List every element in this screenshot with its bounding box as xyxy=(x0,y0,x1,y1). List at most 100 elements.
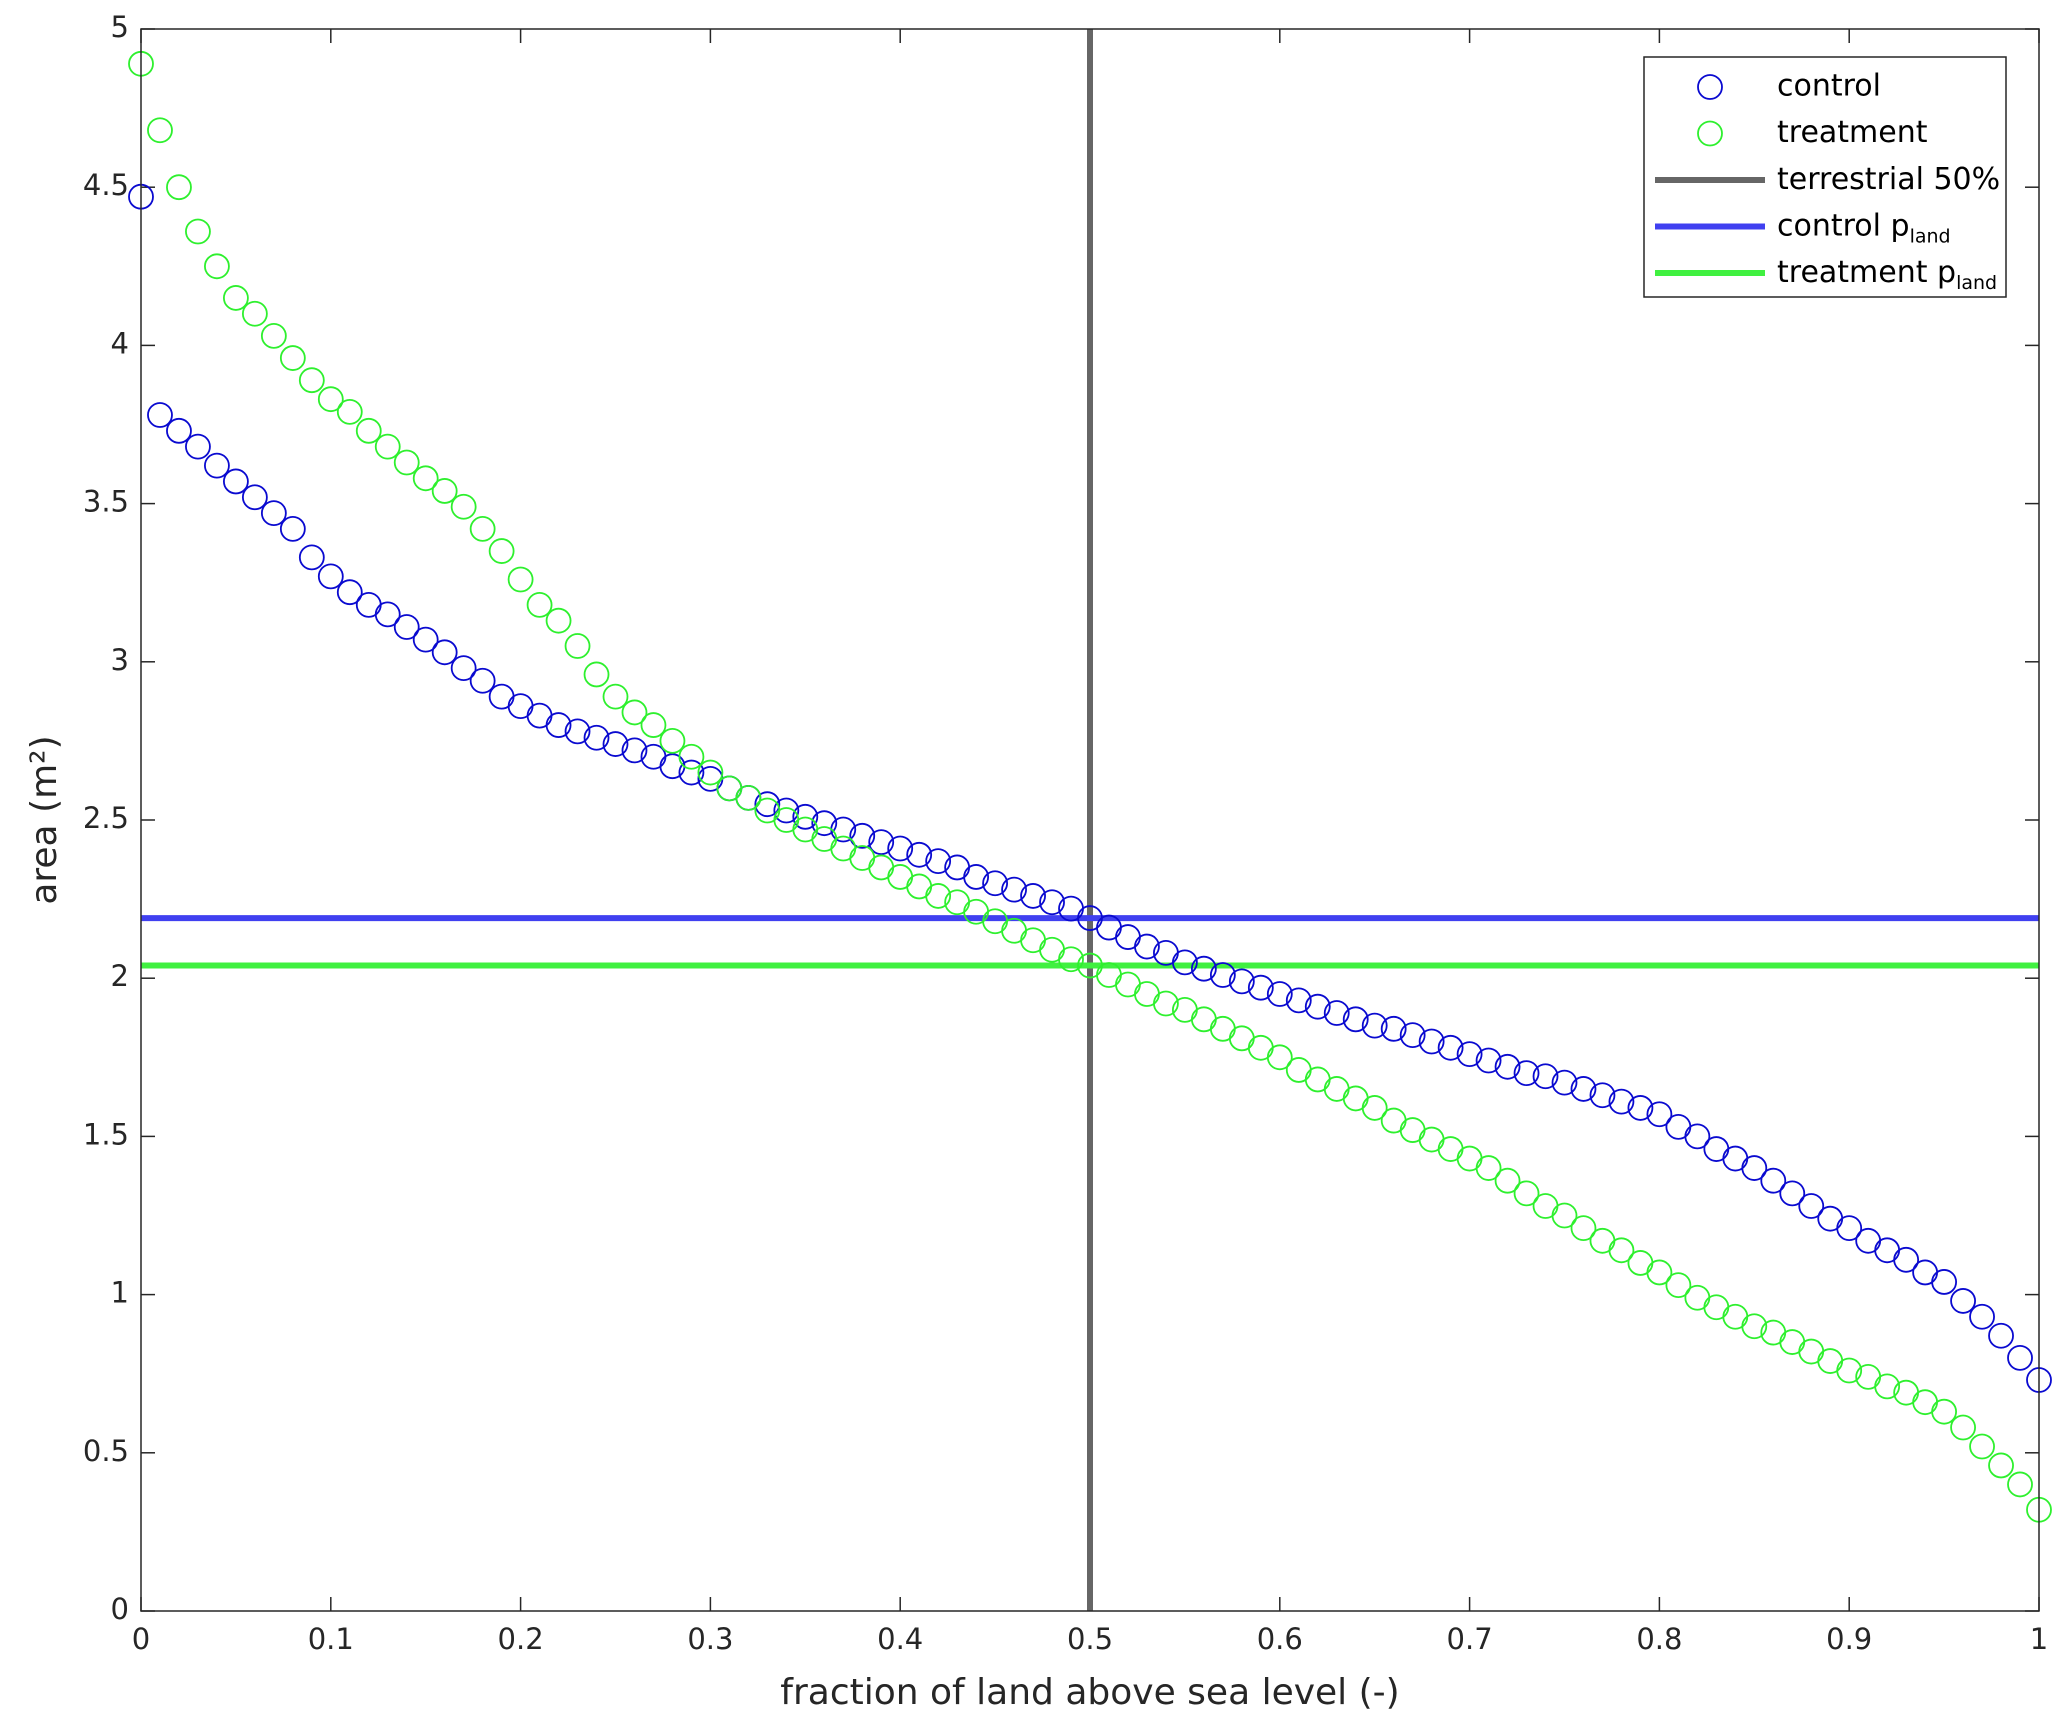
data-point xyxy=(887,835,914,862)
data-point xyxy=(1494,1053,1521,1080)
data-point xyxy=(1969,1303,1995,1330)
data-point xyxy=(1836,1215,1863,1242)
data-point xyxy=(1285,987,1312,1014)
data-point xyxy=(545,712,572,738)
data-point xyxy=(1209,1015,1236,1042)
data-point xyxy=(583,724,610,751)
data-point xyxy=(469,667,496,694)
legend-label-main: terrestrial 50% xyxy=(1777,162,2000,197)
data-point xyxy=(1608,1088,1635,1115)
data-point xyxy=(1513,1180,1540,1207)
data-point xyxy=(1209,962,1236,988)
data-point xyxy=(678,743,705,770)
data-point xyxy=(1058,946,1084,973)
data-point xyxy=(241,484,268,511)
data-point xyxy=(204,452,230,479)
data-point xyxy=(260,500,287,526)
data-point xyxy=(1475,1047,1502,1074)
legend: control treatment terrestrial 50% control p… xyxy=(1643,56,2007,298)
data-point xyxy=(1532,1193,1559,1219)
data-point xyxy=(1874,1237,1901,1264)
data-point xyxy=(1247,974,1274,1001)
data-point xyxy=(754,791,781,818)
legend-label: control pland xyxy=(1777,208,1951,247)
data-point xyxy=(1646,1101,1673,1128)
data-point xyxy=(1950,1288,1976,1314)
data-point xyxy=(1134,933,1160,960)
data-point xyxy=(906,873,933,900)
x-tick-label: 0.4 xyxy=(877,1622,923,1656)
data-point xyxy=(1646,1259,1673,1286)
data-point xyxy=(1134,981,1160,1007)
x-tick-label: 1 xyxy=(2030,1622,2048,1656)
data-point xyxy=(1342,1006,1369,1033)
data-point xyxy=(1551,1069,1578,1096)
data-point xyxy=(1684,1123,1711,1150)
data-point xyxy=(431,478,458,504)
data-point xyxy=(1988,1322,2014,1349)
data-point xyxy=(1190,1006,1217,1033)
legend-label: treatment pland xyxy=(1777,255,1997,294)
x-tick-label: 0.6 xyxy=(1257,1622,1303,1656)
data-point xyxy=(1760,1167,1787,1194)
data-point xyxy=(2007,1344,2033,1371)
data-point xyxy=(241,300,268,327)
y-axis-label: area (m²) xyxy=(24,735,65,904)
data-point xyxy=(1817,1348,1844,1374)
data-point xyxy=(1020,883,1046,909)
data-point xyxy=(147,117,173,144)
data-point xyxy=(697,759,724,786)
data-point xyxy=(602,731,629,757)
data-point xyxy=(1722,1145,1749,1172)
data-point xyxy=(1475,1155,1502,1181)
data-point xyxy=(393,614,420,640)
legend-label-subscript: land xyxy=(1956,272,1997,294)
x-tick-label: 0.8 xyxy=(1636,1622,1682,1656)
data-point xyxy=(1285,1057,1312,1083)
data-point xyxy=(279,516,306,542)
y-tick-label: 1.5 xyxy=(83,1117,129,1151)
x-tick-label: 0.7 xyxy=(1447,1622,1493,1656)
axes-box xyxy=(140,28,2040,1612)
data-point xyxy=(374,433,401,460)
data-point xyxy=(1779,1329,1806,1355)
data-point xyxy=(1798,1193,1825,1219)
data-point xyxy=(507,693,534,719)
data-point xyxy=(488,683,515,710)
x-tick-label: 0.9 xyxy=(1826,1622,1872,1656)
legend-marker xyxy=(1697,74,1723,100)
data-point xyxy=(1039,889,1065,916)
data-point xyxy=(1020,927,1046,954)
y-tick-label: 4.5 xyxy=(83,168,129,202)
y-tick-label: 5 xyxy=(111,10,129,44)
data-point xyxy=(773,797,800,824)
y-tick-label: 2 xyxy=(111,959,129,993)
data-point xyxy=(621,737,648,764)
data-point xyxy=(1836,1357,1863,1384)
data-point xyxy=(754,797,781,824)
data-point xyxy=(963,864,990,890)
data-point xyxy=(1931,1398,1957,1425)
legend-label-subscript: land xyxy=(1910,225,1951,247)
data-point xyxy=(1399,1022,1426,1049)
data-point xyxy=(1988,1452,2014,1479)
data-point xyxy=(868,854,895,881)
data-point xyxy=(279,345,306,371)
data-point xyxy=(1703,1294,1730,1321)
data-point xyxy=(1304,1066,1331,1093)
data-point xyxy=(1589,1227,1616,1254)
data-point xyxy=(1399,1117,1426,1143)
y-tick-label: 4 xyxy=(111,326,129,360)
data-point xyxy=(412,465,439,492)
data-point xyxy=(1665,1272,1692,1299)
data-point xyxy=(147,402,173,428)
data-point xyxy=(1380,1015,1407,1042)
data-point xyxy=(1570,1076,1597,1102)
data-point xyxy=(1912,1389,1939,1416)
data-point xyxy=(564,718,591,745)
data-point xyxy=(982,908,1008,935)
data-point xyxy=(830,835,857,862)
data-point xyxy=(735,784,762,811)
data-point xyxy=(355,417,382,444)
data-point xyxy=(621,699,648,726)
